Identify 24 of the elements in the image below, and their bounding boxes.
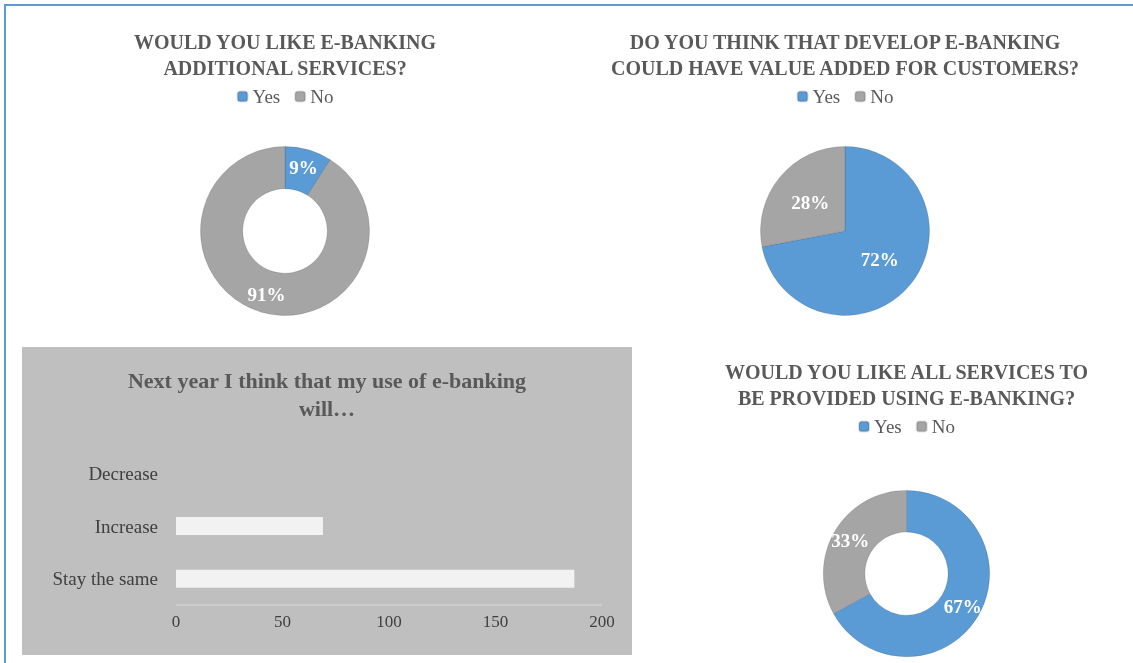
y-tick-label: Increase <box>94 515 158 537</box>
x-tick-label: 150 <box>482 612 509 631</box>
data-label: 28% <box>791 191 830 213</box>
x-tick-label: 100 <box>376 612 402 631</box>
data-label: 67% <box>943 596 982 618</box>
data-label: 91% <box>247 284 286 306</box>
chart-title: WOULD YOU LIKE E-BANKING ADDITIONAL SERVICES? <box>133 31 437 79</box>
legend-label: Yes <box>252 86 281 107</box>
chart-title: DO YOU THINK THAT DEVELOP E-BANKING COULD HAVE VALUE ADDED FOR CUSTOMERS? <box>610 31 1080 79</box>
x-tick-label: 50 <box>274 612 291 631</box>
data-label: 72% <box>860 249 899 271</box>
chart-title: Next year I think that my use of e-banking will… <box>127 367 527 421</box>
x-tick-label: 200 <box>589 612 615 631</box>
data-label: 33% <box>831 529 870 551</box>
y-tick-label: Decrease <box>88 462 158 484</box>
chart-title: WOULD YOU LIKE ALL SERVICES TO BE PROVIDED USING E-BANKING? <box>725 361 1088 409</box>
legend-label: No <box>931 416 955 437</box>
legend-label: No <box>310 86 334 107</box>
legend-label: No <box>870 86 894 107</box>
data-label: 9% <box>289 156 318 178</box>
y-tick-label: Stay the same <box>52 568 158 590</box>
legend-label: Yes <box>812 86 841 107</box>
legend-label: Yes <box>874 416 902 437</box>
x-tick-label: 0 <box>171 612 181 631</box>
